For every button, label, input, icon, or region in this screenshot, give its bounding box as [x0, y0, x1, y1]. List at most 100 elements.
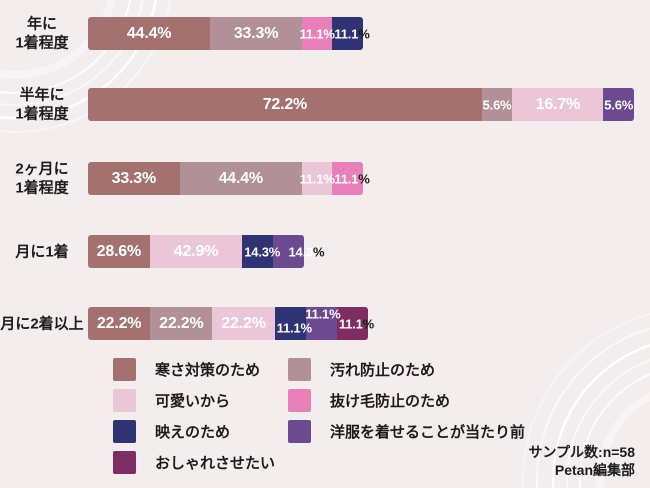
segment-percent-sign: % [358, 26, 370, 41]
bar-segment-photogenic: 11.1% [332, 17, 370, 50]
bar-segment-cold_protection: 28.6% [88, 235, 150, 268]
bar-segment-dressing_natural: 14.3% [273, 235, 325, 268]
bar-segment-cute: 42.9% [149, 235, 243, 268]
segment-value-number: 11.1 [334, 26, 359, 41]
segment-value-label: 44.4% [218, 169, 264, 187]
segment-value-label: 14.3% [289, 244, 325, 259]
segment-value-label: 11.1% [339, 316, 374, 331]
bar-segment-cold_protection: 22.2% [88, 307, 151, 340]
category-label-line: 月に2着以上 [0, 314, 84, 332]
segment-value-number: 14.3 [288, 244, 314, 259]
segment-value-label: 11.1% [334, 26, 369, 41]
legend-item: おしゃれさせたい [113, 451, 275, 474]
bar-segment-stylish: 11.1% [336, 307, 374, 340]
category-label: 2ヶ月に 1着程度 [0, 159, 84, 198]
segment-value-label: 28.6% [96, 242, 142, 260]
legend-swatch-shedding_prevention [288, 389, 311, 412]
legend-item: 洋服を着せることが当たり前 [288, 420, 525, 443]
segment-value-label: 5.6% [604, 97, 634, 112]
segment-percent-sign: % [358, 171, 370, 186]
stacked-bar: 22.2% 22.2% 22.2% 11.1% 11.1% 11.1% [88, 307, 374, 340]
legend-label: おしゃれさせたい [155, 455, 276, 472]
bar-segment-cute: 22.2% [212, 307, 275, 340]
segment-value-label: 72.2% [262, 95, 308, 113]
bar-segment-photogenic: 11.1% [274, 307, 312, 340]
legend-label: 汚れ防止のため [330, 362, 436, 379]
bar-segment-dirt_prevention: 5.6% [481, 88, 513, 121]
segment-value-number: 11.1 [338, 316, 363, 331]
bar-segment-cute: 16.7% [512, 88, 604, 121]
bar-segment-photogenic: 14.3% [242, 235, 280, 268]
segment-percent-sign: % [313, 244, 325, 259]
bar-segment-cold_protection: 44.4% [88, 17, 211, 50]
legend-swatch-stylish [113, 451, 136, 474]
segment-value-label: 44.4% [126, 24, 172, 42]
legend-swatch-cute [113, 389, 136, 412]
segment-value-label: 42.9% [173, 242, 219, 260]
category-label-line: 1着程度 [15, 105, 69, 123]
segment-percent-sign: % [362, 316, 375, 331]
legend-item: 可愛いから [113, 389, 275, 412]
stacked-bar: 44.4% 33.3% 11.1% 11.1% [88, 17, 370, 50]
legend-item: 汚れ防止のため [288, 358, 525, 381]
segment-value-label: 5.6% [482, 97, 512, 112]
segment-value-label: 22.2% [221, 314, 266, 332]
segment-value-label: 33.3% [233, 24, 279, 42]
chart-row: 月に1着 28.6% 42.9% 14.3% 14.3% [0, 235, 650, 268]
bar-segment-cold_protection: 72.2% [88, 88, 482, 121]
segment-value-label: 14.3% [244, 244, 281, 259]
chart-row: 半年に 1着程度 72.2% 5.6% 16.7% 5.6% [0, 85, 650, 124]
legend-swatch-dirt_prevention [288, 358, 311, 381]
category-label: 年に 1着程度 [0, 14, 84, 53]
bar-segment-shedding_prevention: 11.1% [332, 162, 370, 195]
legend-column: 汚れ防止のため 抜け毛防止のため洋服を着せることが当たり前 [288, 358, 525, 451]
bar-segment-shedding_prevention: 11.1% [300, 17, 335, 50]
stacked-bar: 28.6% 42.9% 14.3% 14.3% [88, 235, 325, 268]
legend-column: 寒さ対策のため 可愛いから映えのためおしゃれさせたい [113, 358, 275, 482]
legend-label: 洋服を着せることが当たり前 [330, 424, 526, 441]
legend-label: 可愛いから [155, 393, 231, 410]
bar-segment-dirt_prevention: 44.4% [179, 162, 302, 195]
chart-row: 2ヶ月に 1着程度 33.3% 44.4% 11.1% 11.1% [0, 159, 650, 198]
legend-item: 寒さ対策のため [113, 358, 275, 381]
category-label-line: 半年に [19, 86, 65, 103]
bar-segment-dirt_prevention: 33.3% [210, 17, 302, 50]
category-label: 月に2着以上 [0, 314, 84, 334]
bar-segment-dirt_prevention: 22.2% [150, 307, 213, 340]
bar-segment-dressing_natural: 11.1% [305, 307, 341, 340]
category-label: 月に1着 [0, 242, 84, 262]
legend-swatch-dressing_natural [288, 420, 311, 443]
legend-swatch-photogenic [113, 420, 136, 443]
stacked-bar: 72.2% 5.6% 16.7% 5.6% [88, 88, 634, 121]
sample-size: サンプル数:n=58 [528, 444, 635, 460]
legend-label: 映えのため [155, 424, 231, 441]
category-label-line: 年に [26, 15, 57, 32]
segment-value-label: 22.2% [159, 314, 204, 332]
legend-item: 映えのため [113, 420, 275, 443]
bar-segment-dressing_natural: 5.6% [603, 88, 634, 121]
chart-row: 月に2着以上 22.2% 22.2% 22.2% 11.1% 11.1% 11.1% [0, 307, 650, 340]
source-credit: Petan編集部 [554, 461, 635, 478]
category-label-line: 1着程度 [15, 179, 69, 197]
category-label-line: 月に1着 [15, 242, 69, 260]
segment-value-label: 16.7% [535, 95, 581, 113]
stacked-bar: 33.3% 44.4% 11.1% 11.1% [88, 162, 370, 195]
sample-note: サンプル数:n=58 Petan編集部 [528, 444, 635, 479]
chart-row: 年に 1着程度 44.4% 33.3% 11.1% 11.1% [0, 14, 650, 53]
legend-label: 寒さ対策のため [155, 362, 261, 379]
segment-value-label: 11.1% [276, 320, 312, 336]
category-label-line: 1着程度 [15, 34, 69, 52]
bar-segment-cold_protection: 33.3% [88, 162, 180, 195]
segment-value-label: 22.2% [96, 314, 142, 332]
segment-value-label: 33.3% [111, 169, 157, 187]
legend-swatch-cold_protection [113, 358, 136, 381]
legend-item: 抜け毛防止のため [288, 389, 525, 412]
category-label: 半年に 1着程度 [0, 85, 84, 124]
legend-label: 抜け毛防止のため [330, 393, 451, 410]
segment-value-number: 11.1 [334, 171, 359, 186]
segment-value-label: 11.1% [334, 171, 369, 186]
segment-value-label: 11.1% [299, 171, 335, 186]
bar-segment-cute: 11.1% [299, 162, 335, 195]
category-label-line: 2ヶ月に [15, 160, 69, 177]
